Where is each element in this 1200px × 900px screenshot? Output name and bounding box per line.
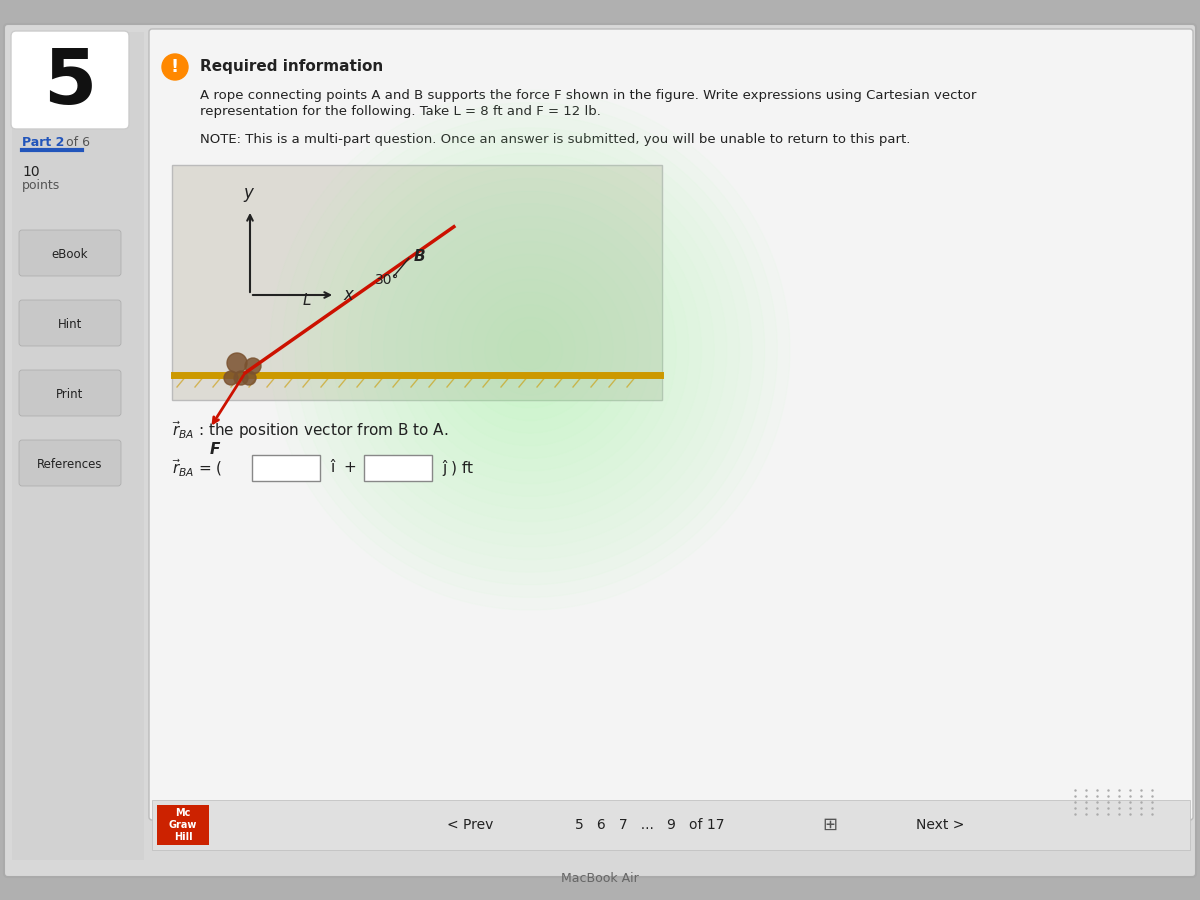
Text: MacBook Air: MacBook Air	[562, 871, 638, 885]
Text: $\vec{r}_{BA}$ : the position vector from B to A.: $\vec{r}_{BA}$ : the position vector fro…	[172, 419, 449, 441]
FancyBboxPatch shape	[19, 440, 121, 486]
Text: 5: 5	[43, 46, 97, 120]
Text: y: y	[244, 184, 253, 202]
Text: points: points	[22, 179, 60, 193]
Text: 10: 10	[22, 165, 40, 179]
FancyBboxPatch shape	[11, 31, 130, 129]
Text: Required information: Required information	[200, 59, 383, 75]
Text: of 6: of 6	[62, 136, 90, 149]
Text: Next >: Next >	[916, 818, 964, 832]
Circle shape	[245, 358, 262, 374]
Text: F: F	[210, 442, 220, 457]
Text: L: L	[302, 292, 311, 308]
Text: References: References	[37, 458, 103, 472]
Text: 30°: 30°	[374, 274, 400, 287]
Bar	[152, 800, 1190, 850]
Text: A rope connecting points A and B supports the force F shown in the figure. Write: A rope connecting points A and B support…	[200, 88, 977, 102]
Circle shape	[224, 371, 238, 385]
Text: ĵ ) ft: ĵ ) ft	[442, 460, 473, 476]
Text: $\vec{r}_{BA}$ = (: $\vec{r}_{BA}$ = (	[172, 457, 223, 479]
Bar	[12, 32, 144, 860]
Text: î  +: î +	[330, 461, 356, 475]
Text: 5   6   7   ...   9   of 17: 5 6 7 ... 9 of 17	[575, 818, 725, 832]
Circle shape	[242, 371, 256, 385]
Text: eBook: eBook	[52, 248, 89, 262]
Circle shape	[227, 353, 247, 373]
Text: < Prev: < Prev	[446, 818, 493, 832]
Bar	[157, 805, 209, 845]
Text: Part 2: Part 2	[22, 136, 65, 149]
Bar	[172, 165, 662, 400]
FancyBboxPatch shape	[19, 370, 121, 416]
Text: ⊞: ⊞	[822, 816, 838, 834]
Text: B: B	[414, 248, 426, 264]
Text: x: x	[343, 286, 353, 304]
Text: Mc
Graw
Hill: Mc Graw Hill	[169, 807, 197, 842]
FancyBboxPatch shape	[19, 300, 121, 346]
Text: !: !	[170, 58, 179, 76]
Text: Print: Print	[56, 389, 84, 401]
Text: Hint: Hint	[58, 319, 82, 331]
FancyBboxPatch shape	[149, 29, 1193, 820]
FancyBboxPatch shape	[4, 24, 1196, 877]
FancyBboxPatch shape	[19, 230, 121, 276]
Circle shape	[234, 371, 248, 385]
Text: representation for the following. Take L = 8 ft and F = 12 lb.: representation for the following. Take L…	[200, 105, 601, 119]
Circle shape	[162, 54, 188, 80]
Bar	[364, 455, 432, 481]
Bar	[252, 455, 320, 481]
Text: NOTE: This is a multi-part question. Once an answer is submitted, you will be un: NOTE: This is a multi-part question. Onc…	[200, 133, 911, 147]
